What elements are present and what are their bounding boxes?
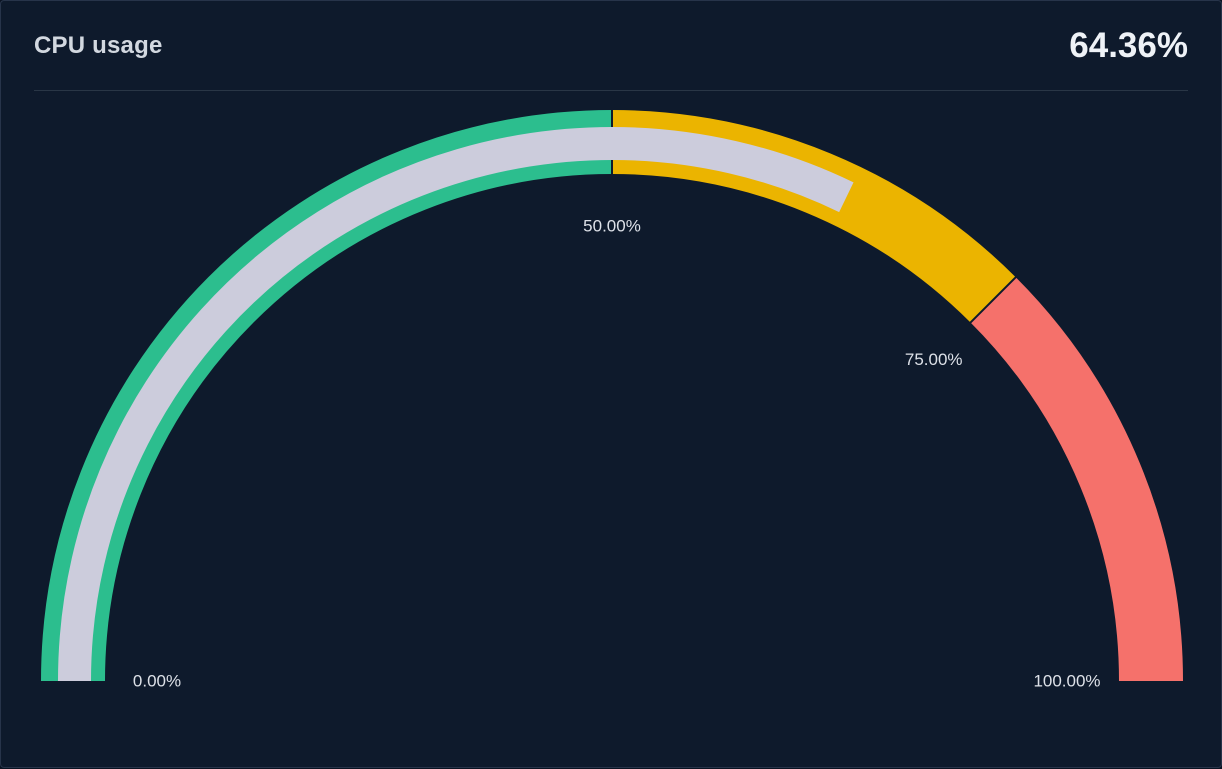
gauge-segment <box>970 277 1183 682</box>
panel-value: 64.36% <box>1069 25 1188 65</box>
gauge-chart: 0.00% 50.00% 75.00% 100.00% <box>1 91 1222 769</box>
gauge-tick-label: 50.00% <box>583 217 641 236</box>
panel-title: CPU usage <box>34 31 163 59</box>
gauge-value-arc <box>58 127 854 682</box>
gauge-tick-label: 75.00% <box>905 350 963 369</box>
gauge-segment-divider <box>968 275 1018 325</box>
gauge-tick-label: 100.00% <box>1033 672 1100 691</box>
gauge-tick-label: 0.00% <box>133 672 181 691</box>
gauge-svg: 0.00% 50.00% 75.00% 100.00% <box>41 108 1183 691</box>
panel-header: CPU usage 64.36% <box>34 1 1188 91</box>
